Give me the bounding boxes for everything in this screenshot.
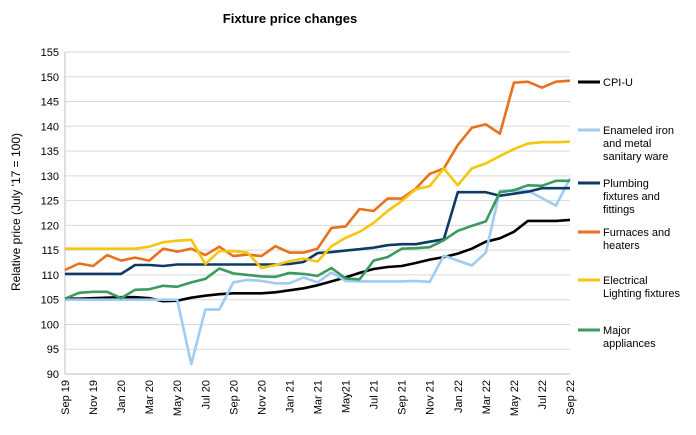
x-tick-label: Mar 22 (481, 380, 493, 414)
y-tick-label: 145 (41, 97, 59, 109)
y-tick-label: 155 (41, 47, 59, 59)
x-tick-label: Nov 19 (88, 380, 100, 415)
y-tick-label: 105 (41, 295, 59, 307)
y-axis-label: Relative price (July '17 = 100) (9, 133, 23, 291)
x-tick-label: May 22 (509, 380, 521, 416)
series-lines (64, 79, 572, 366)
y-axis-ticks: 90 95 100 105 110 115 120 125 130 135 140 145 150 155 (41, 47, 59, 381)
series-line-2 (65, 186, 570, 276)
y-tick-label: 90 (47, 369, 59, 381)
x-tick-label: Nov 21 (425, 380, 437, 415)
y-tick-label: 140 (41, 121, 59, 133)
x-tick-label: Mar 21 (313, 380, 325, 414)
x-tick-label: Jan 20 (116, 380, 128, 413)
x-tick-label: Sep 22 (565, 380, 577, 415)
y-tick-label: 120 (41, 220, 59, 232)
series-line-1 (65, 177, 572, 366)
legend-label: Enameled iron and metal sanitary ware (603, 125, 674, 163)
legend-label: Electrical Lighting fixtures (603, 275, 681, 300)
x-tick-label: May 20 (172, 380, 184, 416)
legend-label: Major appliances (603, 325, 656, 350)
legend-label: Furnaces and heaters (603, 227, 670, 252)
legend-label: Plumbing fixtures and fittings (603, 178, 660, 216)
x-tick-label: Jul 22 (537, 380, 549, 409)
y-tick-label: 130 (41, 171, 59, 183)
y-tick-label: 95 (47, 344, 59, 356)
axes (64, 52, 570, 375)
x-tick-label: Sep 21 (397, 380, 409, 415)
x-tick-label: Sep 19 (60, 380, 72, 415)
y-tick-label: 150 (41, 72, 59, 84)
series-line-4 (65, 140, 571, 270)
chart-title: Fixture price changes (223, 11, 357, 26)
series-line-0 (65, 218, 571, 303)
y-tick-label: 100 (41, 319, 59, 331)
y-tick-label: 115 (41, 245, 59, 257)
legend: CPI-U Enameled iron and metal sanitary ware… (578, 77, 681, 350)
y-tick-label: 110 (41, 270, 59, 282)
x-tick-label: Mar 20 (144, 380, 156, 414)
series-line-3 (64, 79, 571, 272)
x-tick-label: Jan 22 (453, 380, 465, 413)
series-line-5 (64, 179, 570, 300)
legend-label: CPI-U (603, 77, 633, 89)
x-tick-label: Jul 20 (200, 380, 212, 409)
x-axis-ticks: Sep 19 Nov 19 Jan 20 Mar 20 May 20 Jul 20 Sep … (60, 380, 577, 416)
x-tick-label: Sep 20 (228, 380, 240, 415)
x-tick-label: Nov 20 (256, 380, 268, 415)
x-tick-label: Jan 21 (284, 380, 296, 413)
x-tick-label: May21 (341, 380, 353, 413)
x-tick-label: Jul 21 (369, 380, 381, 409)
y-tick-label: 135 (41, 146, 59, 158)
y-tick-label: 125 (41, 196, 59, 208)
